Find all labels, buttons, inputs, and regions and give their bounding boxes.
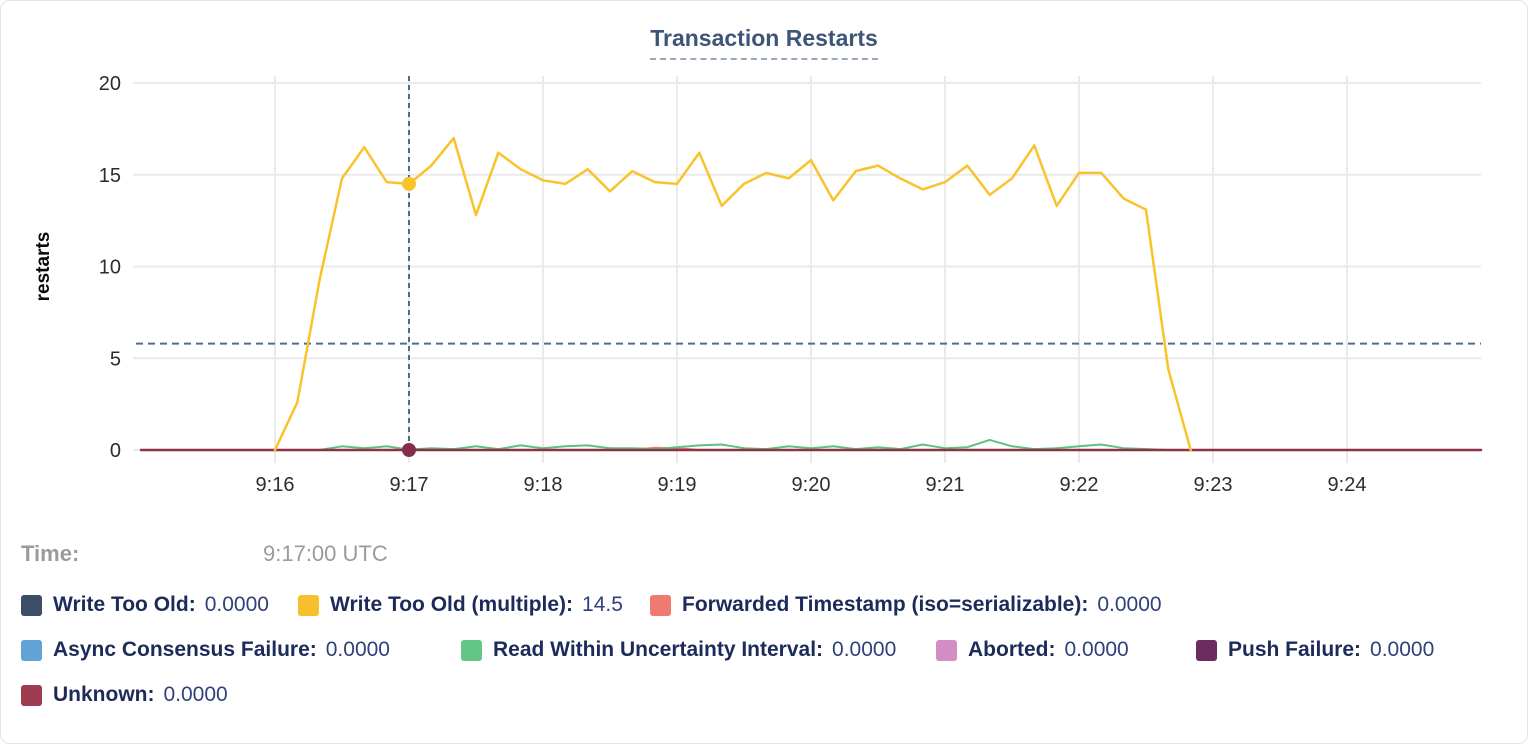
- x-tick-label: 9:21: [926, 474, 965, 496]
- y-tick-label: 10: [99, 257, 121, 279]
- legend-item-unknown: Unknown: 0.0000: [21, 680, 1509, 710]
- y-axis-label: restarts: [33, 232, 54, 302]
- legend-label: Read Within Uncertainty Interval:: [493, 638, 824, 661]
- legend-swatch-unknown: [21, 684, 42, 706]
- legend-value: 0.0000: [325, 638, 390, 661]
- x-tick-label: 9:23: [1194, 474, 1233, 496]
- series-write-too-old-multiple: [273, 136, 1192, 452]
- x-tick-label: 9:22: [1060, 474, 1099, 496]
- series-read-within-uncertainty-interval: [318, 438, 1170, 451]
- x-tick-label: 9:24: [1328, 474, 1367, 496]
- legend-label: Async Consensus Failure:: [53, 638, 317, 661]
- legend-item-push-failure: Push Failure: 0.0000: [1196, 635, 1509, 665]
- time-label: Time:: [21, 541, 80, 566]
- y-tick-label: 20: [99, 73, 121, 95]
- legend-swatch-aborted: [936, 639, 957, 661]
- legend-swatch-write-too-old-multiple: [298, 594, 319, 616]
- legend-swatch-write-too-old: [21, 594, 42, 616]
- legend-swatch-read-within-uncertainty-interval: [461, 639, 482, 661]
- chart-title-wrap: Transaction Restarts: [1, 25, 1527, 60]
- hover-time-row: Time: 9:17:00 UTC: [21, 541, 1509, 567]
- legend-value: 14.5: [582, 593, 623, 616]
- y-tick-label: 5: [110, 348, 121, 370]
- legend-item-aborted: Aborted: 0.0000: [936, 635, 1196, 665]
- time-value: 9:17:00 UTC: [263, 541, 388, 566]
- y-tick-label: 0: [110, 440, 121, 462]
- legend-swatch-async-consensus-failure: [21, 639, 42, 661]
- legend-item-write-too-old-multiple: Write Too Old (multiple): 14.5: [298, 590, 650, 620]
- legend-label: Write Too Old (multiple):: [330, 593, 574, 616]
- legend-swatch-push-failure: [1196, 639, 1217, 661]
- hover-dot-unknown: [402, 443, 416, 457]
- transaction-restarts-chart[interactable]: 0 5 10 15 20 9:16 9:17 9:18 9:19 9:20 9:21 9:22 9:23…: [1, 1, 1528, 511]
- legend-value: 0.0000: [1370, 638, 1435, 661]
- legend-label: Unknown:: [53, 683, 155, 706]
- legend-value: 0.0000: [163, 683, 228, 706]
- legend-label: Push Failure:: [1228, 638, 1362, 661]
- legend-label: Forwarded Timestamp (iso=serializable):: [682, 593, 1089, 616]
- legend-row: Async Consensus Failure: 0.0000 Read Withi…: [21, 635, 1509, 665]
- legend-label: Aborted:: [968, 638, 1056, 661]
- legend-swatch-forwarded-timestamp-iso-serializable: [650, 594, 671, 616]
- legend-value: 0.0000: [832, 638, 897, 661]
- legend-value: 0.0000: [204, 593, 269, 616]
- x-tick-label: 9:19: [658, 474, 697, 496]
- legend-value: 0.0000: [1097, 593, 1162, 616]
- legend-label: Write Too Old:: [53, 593, 196, 616]
- legend-row: Unknown: 0.0000: [21, 680, 1509, 710]
- x-tick-label: 9:17: [390, 474, 429, 496]
- legend-row: Write Too Old: 0.0000 Write Too Old (multi…: [21, 590, 1509, 620]
- legend-item-async-consensus-failure: Async Consensus Failure: 0.0000: [21, 635, 461, 665]
- x-tick-label: 9:20: [792, 474, 831, 496]
- x-tick-label: 9:16: [256, 474, 295, 496]
- legend-item-write-too-old: Write Too Old: 0.0000: [21, 590, 298, 620]
- hover-dot-write-too-old-multiple: [402, 176, 416, 191]
- x-tick-label: 9:18: [524, 474, 563, 496]
- y-tick-label: 15: [99, 165, 121, 187]
- legend-value: 0.0000: [1064, 638, 1129, 661]
- legend-item-forwarded-timestamp-iso-serializable: Forwarded Timestamp (iso=serializable): 0…: [650, 590, 1509, 620]
- chart-title[interactable]: Transaction Restarts: [650, 25, 878, 60]
- legend-item-read-within-uncertainty-interval: Read Within Uncertainty Interval: 0.0000: [461, 635, 936, 665]
